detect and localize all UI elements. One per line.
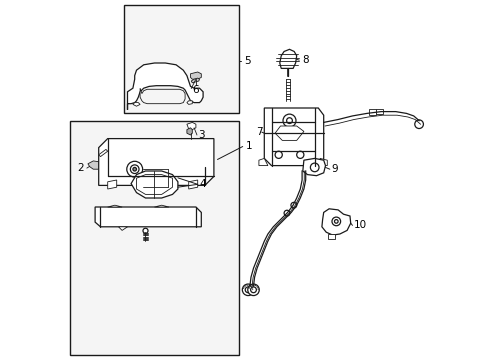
Text: 3: 3 [198,130,204,140]
Circle shape [133,167,136,171]
Circle shape [284,210,289,216]
Text: 7: 7 [256,127,262,137]
Circle shape [126,161,142,177]
Polygon shape [136,175,172,194]
Polygon shape [127,63,203,110]
Text: 6: 6 [192,85,199,95]
Bar [123,5,239,113]
Circle shape [250,287,256,293]
Polygon shape [107,180,117,189]
Circle shape [290,202,296,208]
Polygon shape [99,149,107,157]
Bar [368,109,375,115]
Text: 10: 10 [354,220,366,230]
Polygon shape [279,49,296,68]
Polygon shape [188,180,197,189]
Text: 5: 5 [244,56,250,66]
Text: 4: 4 [199,179,206,189]
Polygon shape [328,234,334,239]
Circle shape [310,163,318,172]
Polygon shape [118,227,127,230]
Circle shape [142,228,148,233]
Polygon shape [275,126,303,140]
Bar [375,109,382,114]
Bar [70,121,239,355]
Polygon shape [191,78,199,83]
Circle shape [414,120,423,129]
Polygon shape [107,205,122,207]
Text: 8: 8 [302,55,308,65]
Circle shape [242,284,253,296]
Polygon shape [88,161,102,169]
Polygon shape [154,205,168,207]
Polygon shape [302,158,325,176]
Circle shape [130,165,139,174]
Polygon shape [264,108,323,166]
Text: 2: 2 [77,163,83,173]
Polygon shape [140,88,185,104]
Polygon shape [95,207,201,227]
Polygon shape [186,101,192,104]
Polygon shape [133,103,140,106]
Circle shape [244,287,250,293]
Polygon shape [186,128,192,135]
Polygon shape [131,171,178,198]
Text: 9: 9 [331,164,338,174]
Polygon shape [186,122,196,130]
Circle shape [247,284,259,296]
Polygon shape [258,158,267,166]
Polygon shape [320,158,326,166]
Circle shape [296,151,303,158]
Circle shape [331,217,340,226]
Polygon shape [321,209,350,235]
Circle shape [334,220,337,223]
Circle shape [286,118,292,123]
Polygon shape [99,139,213,185]
Text: 1: 1 [245,141,252,151]
Circle shape [283,114,295,127]
Circle shape [275,151,282,158]
Polygon shape [190,72,201,79]
